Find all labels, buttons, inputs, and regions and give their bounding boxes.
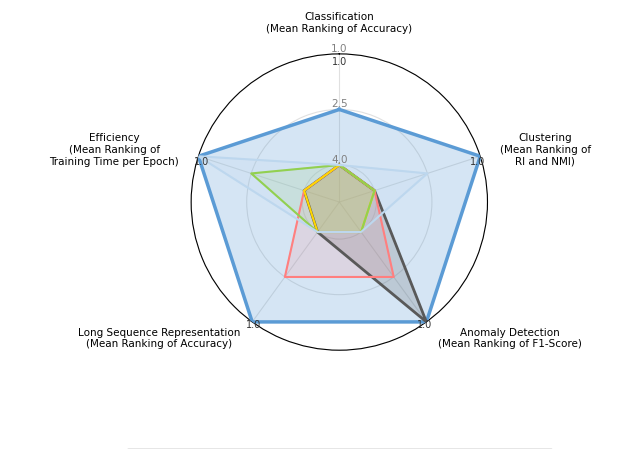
- Text: 1.0: 1.0: [417, 320, 432, 330]
- Text: Classification
(Mean Ranking of Accuracy): Classification (Mean Ranking of Accuracy…: [266, 12, 412, 34]
- Polygon shape: [252, 165, 374, 232]
- Text: Long Sequence Representation
(Mean Ranking of Accuracy): Long Sequence Representation (Mean Ranki…: [78, 328, 240, 349]
- Text: 1.0: 1.0: [332, 57, 347, 67]
- Text: 2.5: 2.5: [331, 99, 348, 110]
- Text: Clustering
(Mean Ranking of
RI and NMI): Clustering (Mean Ranking of RI and NMI): [500, 133, 591, 167]
- Text: 1.0: 1.0: [470, 157, 485, 167]
- Polygon shape: [198, 110, 480, 322]
- Polygon shape: [198, 156, 428, 232]
- Polygon shape: [304, 165, 374, 232]
- Text: Anomaly Detection
(Mean Ranking of F1-Score): Anomaly Detection (Mean Ranking of F1-Sc…: [438, 328, 582, 349]
- Text: Efficiency
(Mean Ranking of
Training Time per Epoch): Efficiency (Mean Ranking of Training Tim…: [49, 133, 179, 167]
- Text: 1.0: 1.0: [193, 157, 209, 167]
- Polygon shape: [304, 165, 426, 322]
- Text: 4.0: 4.0: [331, 155, 348, 165]
- Text: 1.0: 1.0: [331, 44, 348, 54]
- Polygon shape: [285, 165, 394, 277]
- Text: 1.0: 1.0: [246, 320, 262, 330]
